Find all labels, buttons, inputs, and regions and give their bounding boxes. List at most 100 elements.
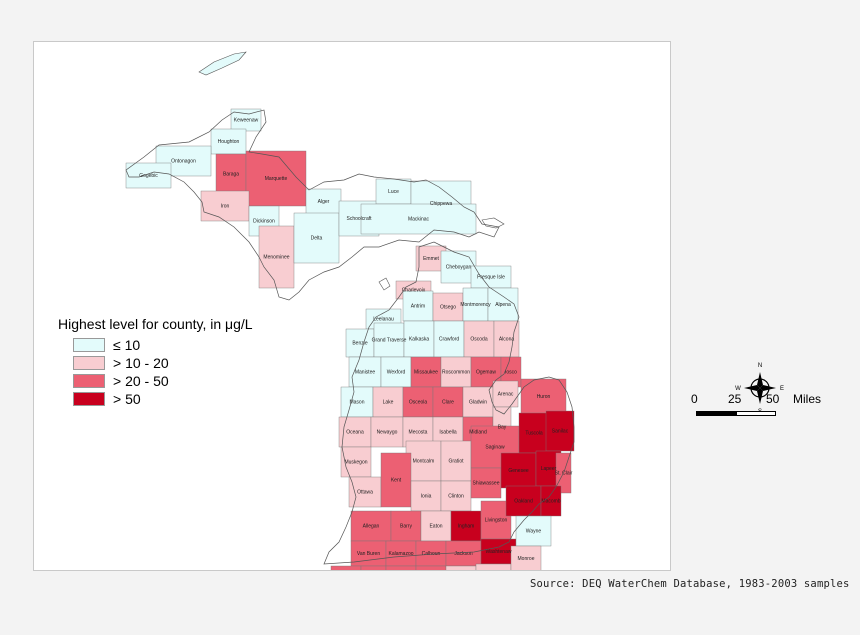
- legend-item: ≤ 10: [73, 336, 253, 354]
- county-eaton: [420, 510, 452, 542]
- county-label: Montcalm: [413, 458, 435, 464]
- county-label: Chippewa: [430, 201, 452, 207]
- county-mason: [340, 386, 374, 418]
- county-label: Isabella: [439, 429, 456, 435]
- county-label: Presque Isle: [477, 274, 505, 280]
- county-mackinac: [360, 203, 477, 235]
- county-jackson: [445, 540, 482, 567]
- county-lenawee: [475, 563, 512, 570]
- county-montcalm: [405, 440, 442, 482]
- beaver-island: [378, 277, 391, 291]
- county-label: Jackson: [454, 551, 473, 557]
- county-label: Schoolcraft: [346, 216, 372, 222]
- county-kent: [380, 452, 412, 508]
- county-roscommon: [440, 356, 472, 388]
- compass-n: N: [758, 363, 762, 369]
- county-label: Wayne: [526, 528, 542, 534]
- scale-label-25: 25: [728, 392, 742, 406]
- county-label: Gratiot: [448, 458, 464, 464]
- county-label: Luce: [388, 189, 399, 195]
- county-label: Van Buren: [357, 551, 380, 557]
- legend-item: > 10 - 20: [73, 354, 253, 372]
- county-label: Dickinson: [253, 218, 275, 224]
- county-delta: [293, 212, 340, 264]
- county-label: Oceana: [346, 429, 364, 435]
- legend-label: > 20 - 50: [113, 373, 169, 389]
- scale-bar-segment: [696, 411, 736, 416]
- county-label: Osceola: [409, 399, 428, 405]
- county-label: Oakland: [514, 498, 533, 504]
- county-berrien: [330, 565, 362, 570]
- county-sanilac: [545, 410, 575, 452]
- county-kalkaska: [403, 320, 435, 358]
- county-label: Muskegon: [344, 459, 367, 465]
- county-label: Midland: [469, 429, 487, 435]
- county-montmorency: [462, 287, 489, 322]
- county-labels-layer: Keweenaw Houghton Ontonagon Gogebic Baraga Ma…: [139, 117, 573, 562]
- legend-swatch: [73, 392, 105, 406]
- county-label: Iron: [221, 203, 230, 209]
- legend-label: ≤ 10: [113, 337, 141, 353]
- county-houghton: [210, 128, 247, 155]
- county-label: Kalkaska: [409, 336, 430, 342]
- legend-item: > 50: [73, 390, 253, 408]
- county-lake: [372, 386, 404, 418]
- county-label: Washtenaw: [486, 549, 512, 555]
- county-label: Missaukee: [414, 369, 438, 375]
- scale-label-50: 50: [766, 392, 780, 406]
- county-label: Ottawa: [357, 489, 373, 495]
- county-label: Newaygo: [377, 429, 398, 435]
- county-label: Ingham: [458, 523, 475, 529]
- county-label: Eaton: [429, 523, 442, 529]
- county-label: Mecosta: [409, 429, 428, 435]
- county-st-joseph: [385, 565, 417, 570]
- county-label: Houghton: [218, 139, 240, 145]
- county-label: Livingston: [485, 517, 508, 523]
- county-arenac: [492, 380, 519, 408]
- county-label: Delta: [311, 235, 323, 241]
- county-label: Cheboygan: [446, 264, 472, 270]
- county-label: Mackinac: [408, 216, 430, 222]
- scale-units: Miles: [793, 392, 822, 406]
- county-label: Charlevoix: [402, 287, 426, 293]
- legend: Highest level for county, in μg/L ≤ 10 >…: [58, 316, 253, 408]
- county-oceana: [338, 416, 372, 448]
- county-label: Kalamazoo: [388, 551, 413, 557]
- county-branch: [415, 565, 447, 570]
- county-newaygo: [370, 416, 404, 448]
- county-ionia: [410, 480, 442, 512]
- county-label: Roscommon: [442, 369, 470, 375]
- county-label: Montmorency: [460, 302, 491, 308]
- county-label: Bay: [498, 424, 507, 430]
- county-label: Allegan: [363, 523, 380, 529]
- county-alcona: [493, 320, 520, 358]
- county-label: Baraga: [223, 171, 239, 177]
- county-label: Otsego: [440, 304, 456, 310]
- county-label: Manistee: [355, 369, 376, 375]
- legend-swatch: [73, 356, 105, 370]
- county-label: Genesee: [508, 468, 529, 474]
- county-label: Kent: [391, 477, 402, 483]
- drummond-island: [481, 217, 505, 229]
- county-kalamazoo: [385, 540, 417, 567]
- scale-bar: 0 25 50: [660, 392, 780, 432]
- legend-swatch: [73, 374, 105, 388]
- county-muskegon: [340, 446, 372, 478]
- county-huron: [520, 378, 567, 415]
- legend-label: > 10 - 20: [113, 355, 169, 371]
- county-label: Alger: [318, 199, 330, 205]
- michigan-map: Keweenaw Houghton Ontonagon Gogebic Baraga Ma…: [125, 51, 575, 570]
- county-label: Marquette: [265, 176, 288, 182]
- compass-w: W: [735, 386, 741, 392]
- legend-item: > 20 - 50: [73, 372, 253, 390]
- county-alpena: [487, 287, 519, 322]
- county-label: Tuscola: [525, 430, 543, 436]
- county-label: Arenac: [498, 391, 514, 397]
- county-cass: [360, 565, 387, 570]
- county-label: Menominee: [263, 254, 289, 260]
- county-label: Antrim: [411, 303, 425, 309]
- county-alger: [305, 188, 342, 215]
- county-label: Clare: [442, 399, 454, 405]
- county-grand-traverse: [373, 322, 405, 358]
- source-note: Source: DEQ WaterChem Database, 1983-200…: [530, 578, 850, 590]
